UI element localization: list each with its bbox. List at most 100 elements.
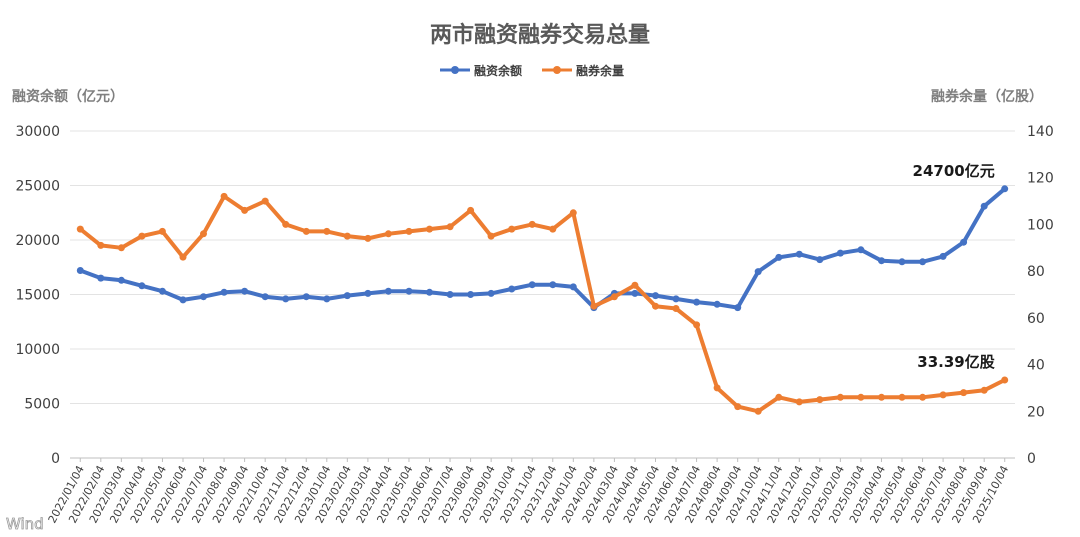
data-point	[919, 393, 927, 401]
data-point	[343, 232, 351, 240]
data-point	[282, 220, 290, 228]
y-right-tick-label: 0	[1027, 451, 1036, 467]
data-point	[980, 202, 988, 210]
data-point	[610, 293, 618, 301]
data-point	[672, 295, 680, 303]
data-point	[713, 384, 721, 392]
data-point	[857, 393, 865, 401]
data-point	[446, 291, 454, 298]
data-point	[158, 287, 166, 295]
data-point	[241, 206, 249, 214]
data-point	[220, 192, 228, 200]
data-point	[76, 267, 84, 274]
data-point	[138, 232, 146, 240]
y-axis-left: 0 5000 10000 15000 20000 25000 30000	[15, 124, 60, 467]
data-point	[528, 281, 536, 289]
y-right-tick-label: 20	[1027, 404, 1045, 420]
y-left-tick-label: 5000	[24, 397, 60, 413]
legend-dot-financing	[451, 66, 459, 74]
data-point	[672, 305, 680, 312]
data-point	[631, 289, 639, 297]
legend-label-securities: 融券余量	[576, 63, 624, 78]
y-right-tick-label: 80	[1027, 264, 1045, 280]
data-point	[323, 295, 331, 303]
data-point	[220, 288, 228, 296]
data-point	[878, 257, 885, 265]
data-point	[569, 209, 577, 217]
data-point	[158, 227, 166, 235]
data-point	[939, 391, 947, 399]
data-point	[446, 223, 454, 231]
data-point	[405, 287, 413, 295]
data-point	[980, 386, 988, 394]
data-point	[76, 225, 84, 233]
data-point	[775, 393, 783, 401]
data-point	[261, 197, 269, 205]
data-point	[323, 227, 331, 235]
data-point	[836, 249, 844, 257]
data-point	[795, 398, 803, 406]
legend-dot-securities	[553, 66, 561, 74]
chart-title: 两市融资融券交易总量	[430, 22, 650, 48]
data-point	[816, 396, 824, 404]
data-point	[426, 225, 433, 233]
data-point	[693, 298, 701, 306]
gridlines	[70, 130, 1015, 459]
data-point	[302, 293, 310, 301]
series-line-1	[78, 194, 1007, 414]
y-left-tick-label: 20000	[15, 233, 60, 249]
data-point	[508, 285, 516, 293]
data-point	[508, 225, 516, 233]
data-point	[549, 281, 557, 289]
data-point	[138, 282, 146, 290]
data-point	[631, 281, 639, 289]
data-point	[97, 241, 105, 249]
data-point	[117, 276, 125, 284]
data-point	[734, 403, 742, 411]
y-axis-left-title: 融资余额（亿元）	[12, 88, 124, 105]
data-point	[343, 292, 351, 300]
data-point	[487, 289, 495, 297]
y-axis-right: 0 20 40 60 80 100 120 140	[1027, 124, 1054, 467]
data-point	[754, 268, 762, 276]
annotations: 24700亿元 33.39亿股	[913, 162, 996, 371]
y-left-tick-label: 0	[51, 451, 60, 467]
data-point	[898, 393, 906, 401]
data-point	[857, 246, 865, 254]
y-right-tick-label: 40	[1027, 358, 1045, 374]
annotation-label: 24700亿元	[913, 162, 995, 180]
data-point	[179, 296, 187, 304]
series-line-0	[78, 186, 1007, 310]
data-point	[693, 321, 701, 329]
data-point	[117, 244, 125, 252]
y-right-tick-label: 100	[1027, 217, 1054, 233]
data-point	[1001, 376, 1009, 384]
data-point	[939, 252, 947, 260]
data-point	[364, 289, 372, 297]
data-point	[200, 293, 207, 301]
data-point	[919, 258, 927, 266]
data-point	[405, 227, 413, 235]
data-point	[282, 295, 290, 303]
data-point	[652, 292, 659, 300]
data-point	[549, 225, 557, 233]
data-point	[384, 287, 392, 295]
y-right-tick-label: 140	[1027, 124, 1054, 140]
data-point	[775, 253, 783, 261]
data-point	[795, 250, 803, 258]
data-point	[836, 393, 844, 401]
data-point	[200, 230, 207, 238]
plot-area	[76, 185, 1009, 415]
data-point	[467, 291, 475, 298]
data-point	[261, 293, 269, 301]
data-point	[426, 288, 433, 296]
data-point	[364, 234, 372, 242]
x-axis: 2022/01/042022/02/042022/03/042022/04/04…	[46, 458, 1011, 525]
y-right-tick-label: 60	[1027, 311, 1045, 327]
data-point	[713, 300, 721, 308]
data-point	[97, 274, 105, 282]
data-point	[179, 253, 187, 261]
data-point	[754, 407, 762, 415]
data-point	[1001, 185, 1009, 193]
